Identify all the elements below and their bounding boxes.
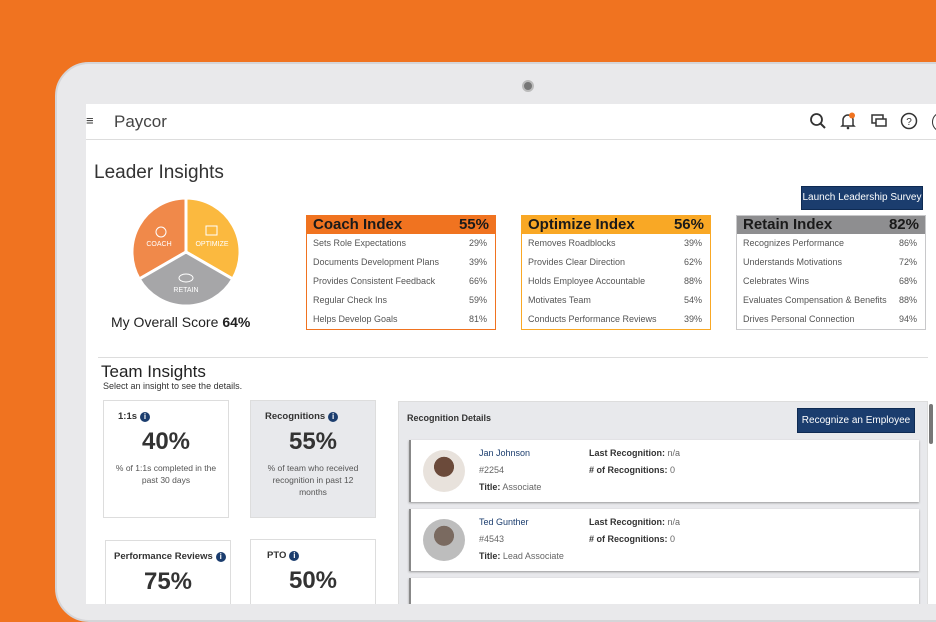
employee-name[interactable]: Jan Johnson	[479, 448, 531, 458]
info-icon: i	[215, 552, 226, 562]
index-row: Holds Employee Accountable 88%	[528, 276, 702, 286]
employee-title: Title: Lead Associate	[479, 551, 564, 561]
coach-label: COACH	[146, 241, 171, 248]
index-row: Regular Check Ins 59%	[313, 295, 487, 305]
last-recognition: Last Recognition: n/a	[589, 517, 681, 527]
last-recognition: Last Recognition: n/a	[589, 448, 681, 458]
employee-row[interactable]: Jan Johnson #2254 Title: Associate Last …	[409, 440, 919, 502]
recognition-details-title: Recognition Details	[407, 413, 492, 423]
avatar[interactable]	[932, 112, 936, 132]
svg-text:?: ?	[906, 117, 912, 128]
index-row: Drives Personal Connection 94%	[743, 314, 917, 324]
employee-id: #4543	[479, 534, 505, 544]
index-row: Provides Consistent Feedback 66%	[313, 276, 487, 286]
recognition-count: # of Recognitions: 0	[589, 465, 676, 475]
optimize-label: OPTIMIZE	[195, 241, 228, 248]
search-icon[interactable]	[808, 112, 828, 132]
top-bar: ≡ Paycor ?	[86, 104, 936, 140]
divider	[98, 357, 928, 358]
insight-card-pto[interactable]: PTO i 50%	[250, 539, 376, 604]
coach-icon	[155, 226, 167, 238]
index-row: Conducts Performance Reviews 39%	[528, 314, 702, 324]
menu-icon[interactable]: ≡	[86, 113, 94, 128]
index-row: Removes Roadblocks 39%	[528, 238, 702, 248]
help-icon[interactable]: ?	[899, 112, 919, 132]
launch-survey-button[interactable]: Launch Leadership Survey	[801, 186, 923, 210]
employee-row[interactable]: Ted Gunther #4543 Title: Lead Associate …	[409, 509, 919, 571]
index-row: Evaluates Compensation & Benefits 88%	[743, 295, 917, 305]
info-icon: i	[140, 412, 151, 422]
info-icon: i	[289, 551, 300, 561]
camera-icon	[522, 80, 534, 92]
app-screen: ≡ Paycor ? Leader Insights Launch Leader…	[86, 104, 936, 604]
insight-card-1on1s[interactable]: 1:1s i 40% % of 1:1s completed in the pas…	[103, 400, 229, 518]
team-insights-title: Team Insights	[101, 362, 206, 381]
employee-id: #2254	[479, 465, 505, 475]
recognition-details-panel: Recognition Details Recognize an Employe…	[398, 401, 928, 604]
recognition-count: # of Recognitions: 0	[589, 534, 676, 544]
recognize-employee-button[interactable]: Recognize an Employee	[797, 408, 915, 433]
index-row: Documents Development Plans 39%	[313, 257, 487, 267]
index-row: Helps Develop Goals 81%	[313, 314, 487, 324]
leadership-wheel: COACH OPTIMIZE RETAIN	[130, 196, 242, 308]
optimize-index-card[interactable]: Optimize Index 56% Removes Roadblocks 39% …	[521, 215, 711, 330]
overall-score: My Overall Score 64%	[111, 314, 251, 330]
logo: Paycor	[114, 112, 167, 131]
index-row: Sets Role Expectations 29%	[313, 238, 487, 248]
index-row: Motivates Team 54%	[528, 295, 702, 305]
info-icon: i	[328, 412, 339, 422]
employee-avatar	[423, 519, 465, 561]
index-row: Understands Motivations 72%	[743, 257, 917, 267]
retain-index-card[interactable]: Retain Index 82% Recognizes Performance 86…	[736, 215, 926, 330]
team-insights-subtitle: Select an insight to see the details.	[103, 381, 243, 391]
insight-card-performance-reviews[interactable]: Performance Reviews i 75%	[105, 540, 231, 604]
scrollbar[interactable]	[929, 404, 933, 444]
index-row: Provides Clear Direction 62%	[528, 257, 702, 267]
index-row: Celebrates Wins 68%	[743, 276, 917, 286]
employee-row[interactable]	[409, 578, 919, 604]
employee-avatar	[423, 450, 465, 492]
index-row: Recognizes Performance 86%	[743, 238, 917, 248]
retain-label: RETAIN	[173, 287, 198, 294]
coach-index-card[interactable]: Coach Index 55% Sets Role Expectations 29%…	[306, 215, 496, 330]
employee-name[interactable]: Ted Gunther	[479, 517, 529, 527]
page-title: Leader Insights	[94, 162, 224, 183]
employee-title: Title: Associate	[479, 482, 542, 492]
optimize-icon	[205, 225, 218, 236]
retain-segment	[137, 250, 235, 308]
bell-icon[interactable]	[838, 112, 858, 132]
chat-icon[interactable]	[869, 112, 889, 132]
insight-card-recognitions[interactable]: Recognitions i 55% % of team who received…	[250, 400, 376, 518]
retain-icon	[178, 273, 194, 283]
